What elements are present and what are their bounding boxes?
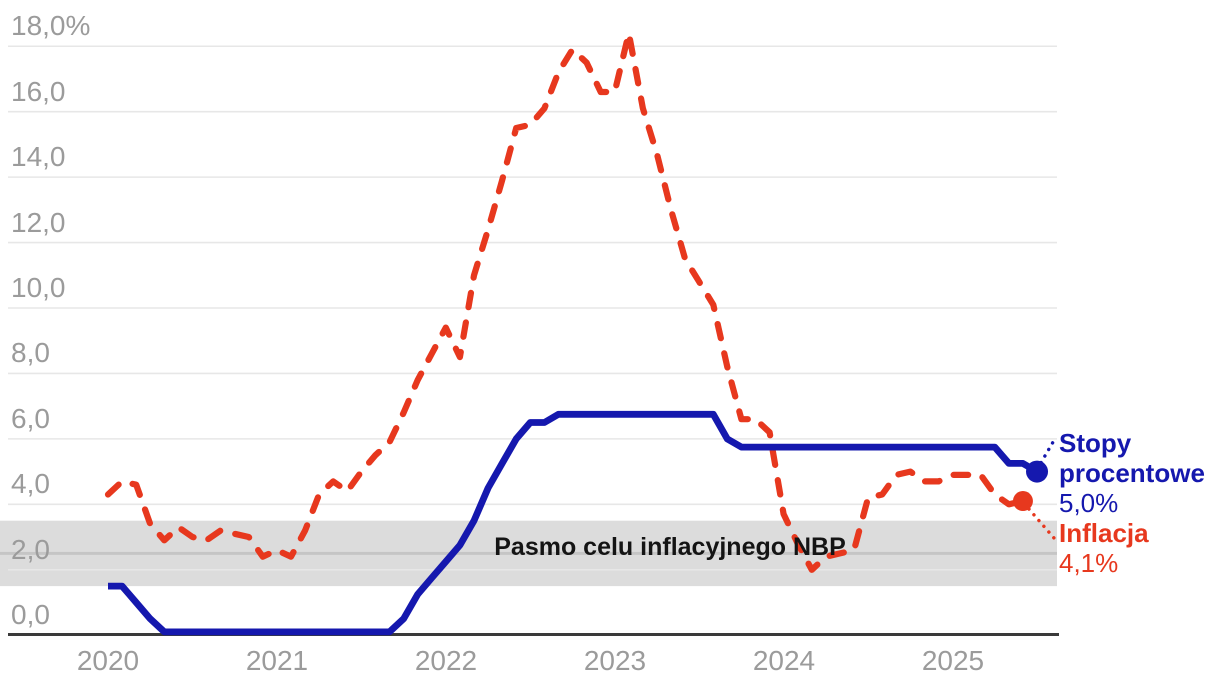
inflation-line	[104, 30, 1027, 573]
rates-leader-line	[1039, 435, 1058, 465]
rates-line	[108, 410, 1039, 636]
inflation-leader-line	[1027, 507, 1056, 540]
rates-end-dot	[1026, 460, 1049, 483]
inflation-end-dot	[1012, 491, 1033, 512]
